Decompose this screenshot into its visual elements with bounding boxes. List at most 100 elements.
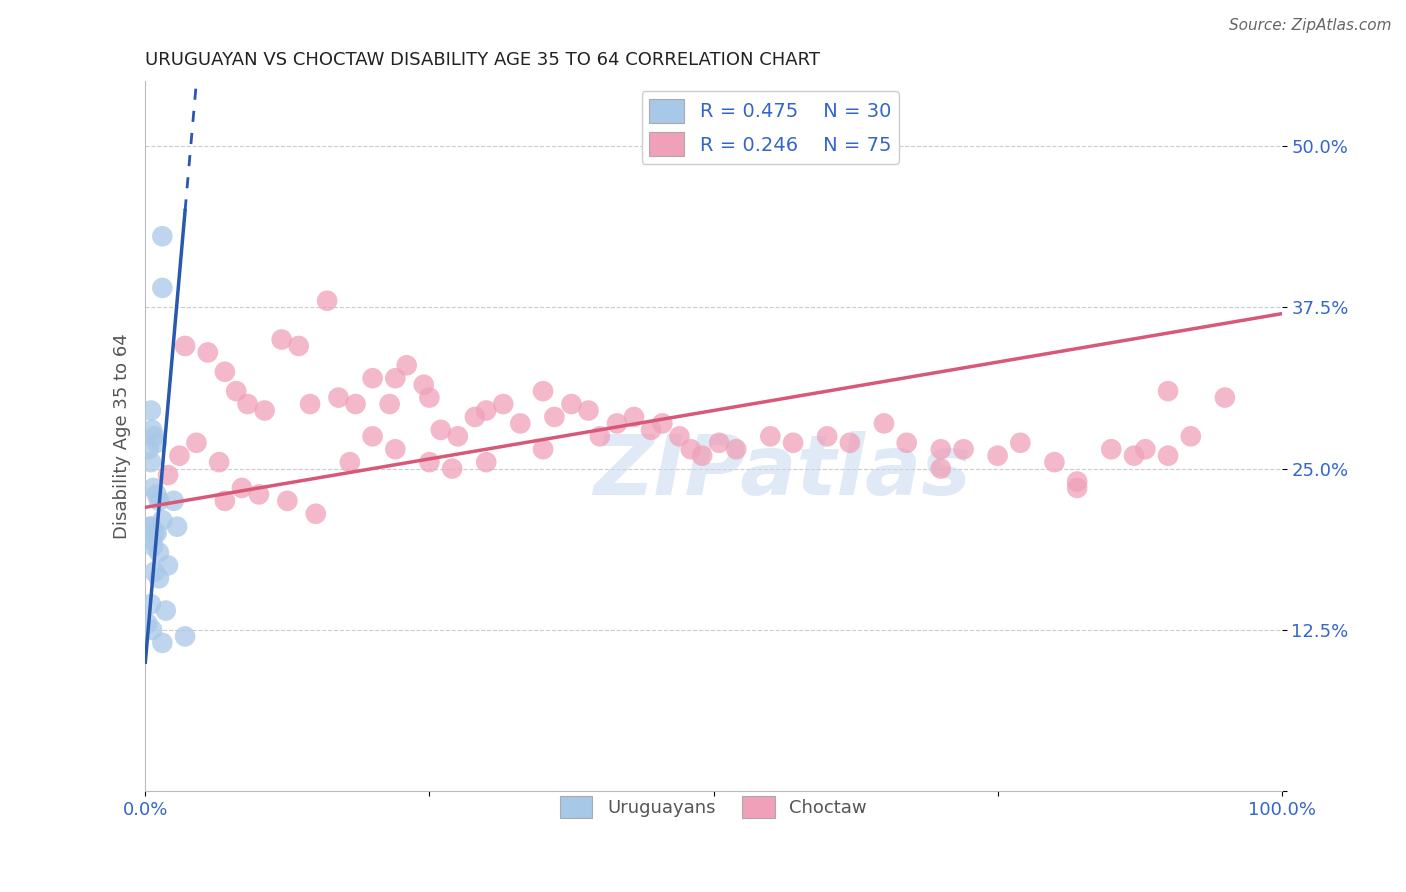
Text: ZIPatlas: ZIPatlas <box>593 432 970 512</box>
Point <box>1157 384 1180 399</box>
Point <box>464 409 486 424</box>
Point <box>142 539 165 553</box>
Point <box>150 281 173 295</box>
Point <box>139 519 162 533</box>
Point <box>475 403 498 417</box>
Point <box>987 449 1010 463</box>
Point <box>531 442 554 457</box>
Point <box>838 435 860 450</box>
Y-axis label: Disability Age 35 to 64: Disability Age 35 to 64 <box>114 334 131 539</box>
Point <box>1157 449 1180 463</box>
Point <box>651 417 673 431</box>
Point <box>1180 429 1202 443</box>
Point <box>143 429 166 443</box>
Point <box>141 423 163 437</box>
Point <box>1043 455 1066 469</box>
Point <box>157 558 180 573</box>
Point <box>589 429 612 443</box>
Point <box>1123 449 1146 463</box>
Point <box>1099 442 1122 457</box>
Point <box>815 429 838 443</box>
Point <box>1066 481 1088 495</box>
Point <box>163 494 186 508</box>
Point <box>543 409 565 424</box>
Point <box>361 371 384 385</box>
Point <box>873 417 896 431</box>
Point <box>305 507 328 521</box>
Point <box>143 565 166 579</box>
Legend: Uruguayans, Choctaw: Uruguayans, Choctaw <box>553 789 875 825</box>
Point <box>782 435 804 450</box>
Point <box>139 597 162 611</box>
Point <box>560 397 582 411</box>
Point <box>186 435 208 450</box>
Point <box>896 435 918 450</box>
Point <box>759 429 782 443</box>
Point <box>1213 391 1236 405</box>
Point <box>509 417 531 431</box>
Point <box>145 526 167 541</box>
Point <box>139 403 162 417</box>
Point <box>145 487 167 501</box>
Point <box>136 616 159 631</box>
Point <box>492 397 515 411</box>
Point <box>929 461 952 475</box>
Point <box>1066 475 1088 489</box>
Point <box>475 455 498 469</box>
Point <box>142 481 165 495</box>
Point <box>141 623 163 637</box>
Point <box>145 435 167 450</box>
Point <box>339 455 361 469</box>
Point <box>1010 435 1032 450</box>
Point <box>1135 442 1157 457</box>
Point <box>640 423 662 437</box>
Point <box>174 629 197 643</box>
Point <box>606 417 628 431</box>
Text: URUGUAYAN VS CHOCTAW DISABILITY AGE 35 TO 64 CORRELATION CHART: URUGUAYAN VS CHOCTAW DISABILITY AGE 35 T… <box>145 51 820 69</box>
Point <box>725 442 748 457</box>
Point <box>166 519 188 533</box>
Point <box>709 435 731 450</box>
Point <box>531 384 554 399</box>
Point <box>236 397 259 411</box>
Point <box>679 442 702 457</box>
Point <box>150 513 173 527</box>
Point <box>276 494 298 508</box>
Point <box>316 293 339 308</box>
Point <box>174 339 197 353</box>
Point <box>208 455 231 469</box>
Point <box>412 377 434 392</box>
Point <box>418 455 440 469</box>
Point <box>148 545 170 559</box>
Point <box>623 409 645 424</box>
Point <box>378 397 401 411</box>
Point <box>447 429 470 443</box>
Point <box>155 604 177 618</box>
Point <box>287 339 309 353</box>
Point <box>441 461 464 475</box>
Point <box>429 423 451 437</box>
Point <box>247 487 270 501</box>
Point <box>139 519 162 533</box>
Point <box>361 429 384 443</box>
Point <box>157 468 180 483</box>
Point <box>138 442 160 457</box>
Point <box>197 345 219 359</box>
Point <box>214 494 236 508</box>
Point <box>148 494 170 508</box>
Point <box>299 397 322 411</box>
Point <box>214 365 236 379</box>
Point <box>418 391 440 405</box>
Point <box>929 442 952 457</box>
Point <box>150 229 173 244</box>
Point <box>253 403 276 417</box>
Point <box>384 371 406 385</box>
Point <box>225 384 247 399</box>
Point <box>270 333 292 347</box>
Point <box>143 526 166 541</box>
Point <box>668 429 690 443</box>
Point <box>690 449 713 463</box>
Point <box>139 533 162 547</box>
Point <box>169 449 191 463</box>
Point <box>578 403 600 417</box>
